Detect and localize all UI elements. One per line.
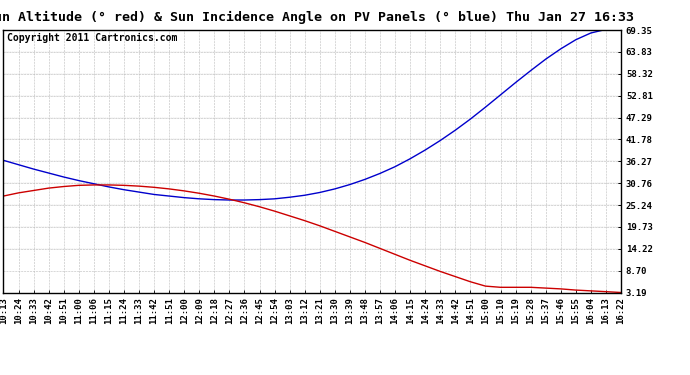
Text: Copyright 2011 Cartronics.com: Copyright 2011 Cartronics.com <box>6 33 177 43</box>
Text: Sun Altitude (° red) & Sun Incidence Angle on PV Panels (° blue) Thu Jan 27 16:3: Sun Altitude (° red) & Sun Incidence Ang… <box>0 11 635 24</box>
